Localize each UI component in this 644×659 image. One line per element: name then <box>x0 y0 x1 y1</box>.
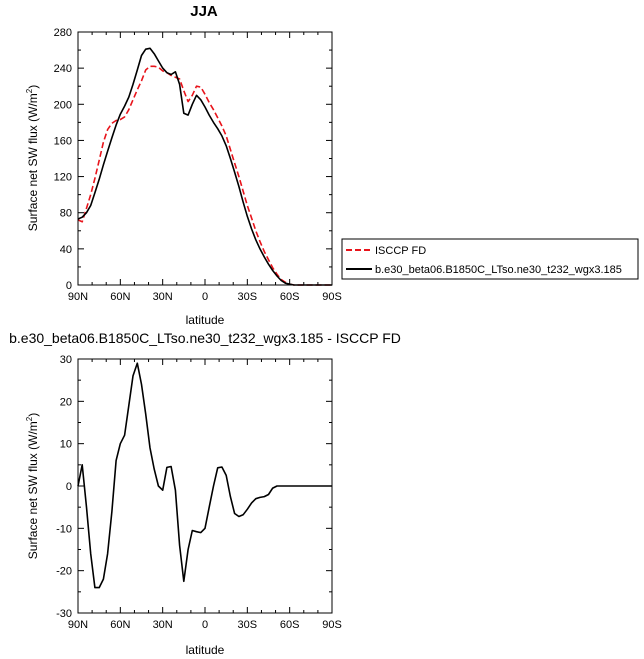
top-axes-group: 90N 60N 30N 0 30S 60S 90S 0 40 80 120 160 200 240 280 <box>54 27 342 303</box>
bottom-x-tick-label: 30S <box>238 619 258 631</box>
top-y-axis-label-main: Surface net SW flux (W/m <box>26 93 40 231</box>
top-y-axis-label-sup: 2 <box>25 88 34 93</box>
bottom-y-axis-label: Surface net SW flux (W/m2) <box>25 413 40 559</box>
bottom-y-tick-label: 10 <box>60 439 72 451</box>
bottom-y-tick-label: 0 <box>66 481 72 493</box>
top-y-tick-label: 120 <box>54 172 72 184</box>
bottom-x-tick-label: 60N <box>110 619 130 631</box>
bottom-y-tick-label: 30 <box>60 354 72 366</box>
bottom-axes-group: 90N 60N 30N 0 30S 60S 90S -30 -20 -10 0 10 20 30 <box>56 354 342 631</box>
bottom-y-axis-label-main: Surface net SW flux (W/m <box>26 421 40 559</box>
bottom-y-tick-label: -10 <box>56 523 72 535</box>
top-y-tick-label: 200 <box>54 99 72 111</box>
top-series-group <box>77 47 332 286</box>
bottom-y-tick-label: 20 <box>60 396 72 408</box>
bottom-x-tick-label: 90N <box>68 619 88 631</box>
top-series-line-1 <box>77 47 332 286</box>
bottom-series-group <box>77 362 332 589</box>
bottom-y-tick-label: -30 <box>56 608 72 620</box>
top-y-tick-label: 160 <box>54 135 72 147</box>
top-x-tick-label: 90N <box>68 291 88 303</box>
bottom-panel: b.e30_beta06.B1850C_LTso.ne30_t232_wgx3.… <box>9 330 401 657</box>
top-y-axis-label-close: ) <box>26 85 40 89</box>
bottom-y-axis-label-close: ) <box>26 413 40 417</box>
top-y-tick-label: 0 <box>66 280 72 292</box>
bottom-x-tick-label: 0 <box>202 619 208 631</box>
bottom-y-tick-label: -20 <box>56 566 72 578</box>
top-x-tick-label: 60S <box>280 291 300 303</box>
top-x-tick-label: 30S <box>238 291 258 303</box>
top-x-tick-label: 30N <box>153 291 173 303</box>
top-y-tick-label: 280 <box>54 27 72 39</box>
top-chart-title: JJA <box>190 3 218 20</box>
top-x-tick-label: 60N <box>110 291 130 303</box>
legend-label-isccp: ISCCP FD <box>375 245 426 257</box>
top-x-tick-label: 0 <box>202 291 208 303</box>
legend-label-model: b.e30_beta06.B1850C_LTso.ne30_t232_wgx3.… <box>375 264 622 276</box>
bottom-x-tick-label: 60S <box>280 619 300 631</box>
bottom-x-axis-label: latitude <box>186 643 225 657</box>
bottom-chart-title: b.e30_beta06.B1850C_LTso.ne30_t232_wgx3.… <box>9 330 401 346</box>
top-plot-frame <box>77 31 333 286</box>
top-y-axis-label: Surface net SW flux (W/m2) <box>25 85 40 231</box>
top-y-tick-label: 80 <box>60 208 72 220</box>
top-y-tick-label: 40 <box>60 244 72 256</box>
top-series-line-0 <box>77 65 332 286</box>
top-x-axis-label: latitude <box>186 313 225 327</box>
top-x-tick-label: 90S <box>322 291 342 303</box>
legend-box <box>341 238 639 280</box>
bottom-x-tick-label: 90S <box>322 619 342 631</box>
legend: ISCCP FD b.e30_beta06.B1850C_LTso.ne30_t… <box>341 238 639 280</box>
top-y-tick-label: 240 <box>54 63 72 75</box>
top-panel: JJA 90N 60N 30N 0 30S 60S 90S 0 40 80 120 160 200 240… <box>25 3 342 327</box>
bottom-x-tick-label: 30N <box>153 619 173 631</box>
bottom-series-line-0 <box>77 362 332 589</box>
bottom-y-axis-label-sup: 2 <box>25 416 34 421</box>
